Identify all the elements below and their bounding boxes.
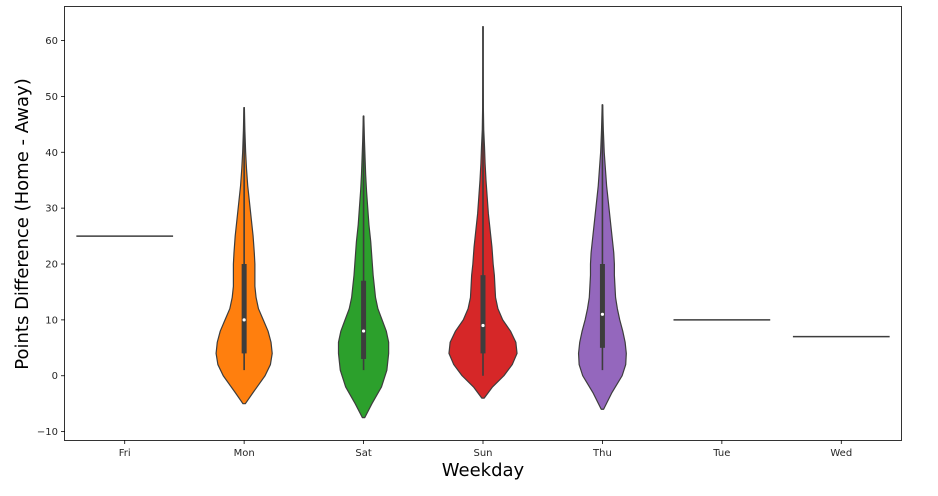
violin-mon-median-dot bbox=[242, 318, 246, 322]
violin-mon-iqr-box bbox=[241, 264, 247, 354]
x-tick-label: Tue bbox=[712, 448, 730, 459]
violin-sat-median-dot bbox=[361, 329, 366, 333]
y-axis-title: Points Difference (Home - Away) bbox=[12, 78, 33, 369]
y-axis: −10 0 10 20 30 40 50 60 bbox=[37, 36, 65, 438]
y-tick-label: 0 bbox=[52, 371, 58, 382]
y-tick-label: 40 bbox=[45, 148, 58, 159]
x-axis-title: Weekday bbox=[442, 460, 525, 481]
violins-layer bbox=[76, 25, 890, 419]
x-tick-label: Mon bbox=[234, 448, 255, 459]
violin-sun-median-dot bbox=[481, 323, 485, 328]
y-tick-label: 50 bbox=[45, 92, 58, 103]
y-tick-label: 10 bbox=[45, 315, 58, 326]
violin-thu-median-dot bbox=[600, 312, 605, 316]
y-tick-label: 30 bbox=[45, 204, 58, 215]
violin-thu-iqr-box bbox=[599, 264, 605, 348]
x-axis: Fri Mon Sat Sun Thu Tue Wed bbox=[119, 440, 852, 459]
violin-sun-iqr-box bbox=[480, 275, 486, 354]
y-tick-label: 60 bbox=[45, 36, 58, 47]
x-tick-label: Fri bbox=[119, 448, 131, 459]
y-tick-label: 20 bbox=[45, 260, 58, 271]
y-tick-label: −10 bbox=[37, 427, 58, 438]
x-tick-label: Wed bbox=[830, 448, 852, 459]
violin-sat-iqr-box bbox=[361, 280, 367, 359]
x-tick-label: Thu bbox=[592, 448, 612, 459]
x-tick-label: Sat bbox=[355, 448, 371, 459]
x-tick-label: Sun bbox=[473, 448, 492, 459]
plot-area-frame bbox=[64, 6, 902, 441]
